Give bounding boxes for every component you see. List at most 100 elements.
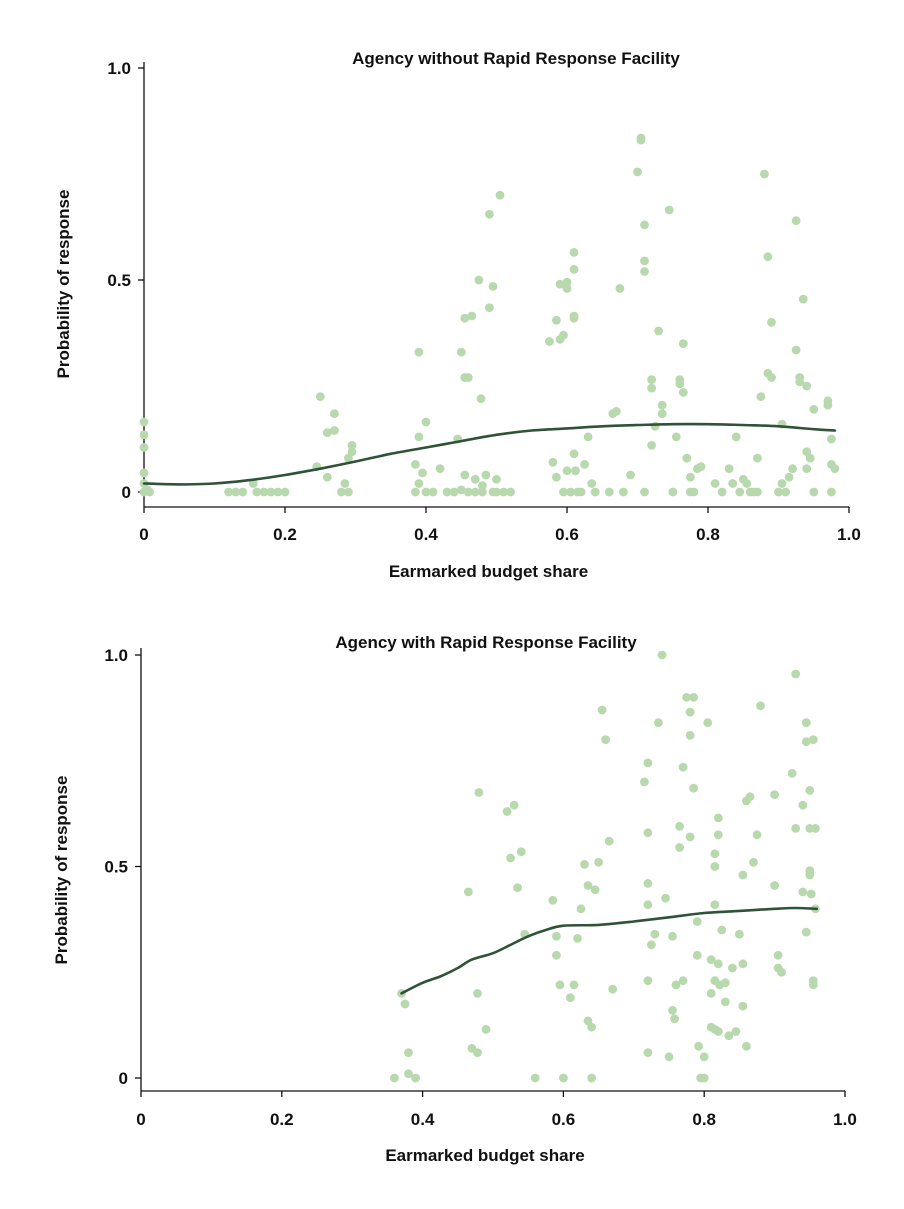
chart-panel-1: Agency without Rapid Response Facility 0 0… [54, 49, 861, 581]
data-point [670, 1014, 679, 1024]
data-point [442, 487, 452, 497]
data-point [731, 432, 741, 442]
data-point [587, 479, 597, 488]
data-point [559, 330, 568, 340]
data-point [476, 394, 486, 404]
data-point [798, 887, 808, 897]
data-point [713, 830, 723, 840]
data-point [590, 487, 600, 497]
data-point [640, 267, 649, 276]
data-point [456, 347, 466, 357]
data-point [654, 326, 663, 336]
scatter-points [139, 133, 840, 497]
x-tick-label: 0.8 [692, 1110, 716, 1129]
data-point [573, 934, 582, 943]
data-point [473, 989, 482, 998]
data-point [692, 950, 702, 960]
data-point [777, 479, 787, 488]
data-point [552, 472, 561, 482]
data-point [587, 1022, 596, 1032]
data-point [571, 466, 580, 476]
data-point [753, 487, 762, 497]
data-point [485, 209, 494, 219]
data-point [745, 792, 755, 802]
data-point [569, 980, 579, 990]
data-point [562, 277, 572, 287]
data-point [802, 381, 812, 391]
x-tick-label: 0.8 [696, 525, 720, 544]
y-tick-label: 0.5 [107, 271, 131, 290]
data-point [601, 735, 610, 744]
data-point [703, 718, 713, 728]
data-point [640, 487, 649, 497]
data-point [657, 400, 667, 410]
data-point [806, 889, 816, 899]
data-point [322, 428, 332, 437]
data-point [485, 303, 494, 312]
data-point [576, 904, 586, 914]
data-point [781, 487, 790, 497]
data-point [608, 984, 618, 994]
data-point [502, 807, 512, 816]
data-point [657, 650, 667, 660]
data-point [492, 487, 501, 497]
data-point [805, 453, 815, 463]
data-point [530, 1073, 540, 1083]
data-point [706, 955, 716, 964]
x-tick-label: 1.0 [837, 525, 861, 544]
data-point [464, 887, 473, 897]
data-point [717, 487, 727, 497]
data-point [488, 282, 498, 291]
y-tick-label: 0 [119, 1069, 128, 1088]
data-point [548, 457, 558, 467]
data-point [597, 705, 607, 715]
data-point [791, 669, 801, 679]
data-point [689, 783, 698, 793]
data-point [675, 843, 684, 852]
data-point [738, 959, 748, 969]
y-tick-label: 1.0 [104, 646, 128, 665]
data-point [699, 1052, 709, 1062]
data-point [664, 205, 674, 215]
data-point [139, 487, 149, 497]
data-point [774, 487, 783, 497]
data-point [647, 940, 656, 950]
data-point [562, 284, 572, 293]
data-point [555, 279, 565, 289]
data-point [566, 487, 575, 497]
data-point [238, 487, 248, 497]
data-point [411, 460, 420, 469]
data-point [640, 777, 649, 787]
data-point [654, 718, 663, 728]
data-point [671, 432, 681, 442]
data-point [467, 311, 477, 321]
data-point [763, 252, 773, 262]
data-point [671, 980, 681, 990]
data-point [463, 373, 473, 382]
data-point [643, 758, 653, 768]
scatter-points [390, 650, 820, 1083]
data-point [787, 769, 797, 778]
data-point [280, 487, 290, 497]
data-point [694, 1041, 703, 1051]
data-point [330, 426, 339, 435]
data-point [640, 220, 649, 230]
data-point [495, 190, 505, 200]
data-point [791, 345, 801, 355]
data-point [139, 443, 149, 452]
data-point [516, 847, 526, 857]
data-point [678, 762, 688, 772]
data-point [340, 479, 350, 488]
data-point [259, 487, 269, 497]
data-point [344, 453, 353, 463]
data-point [499, 487, 508, 497]
data-point [801, 737, 811, 747]
data-point [720, 978, 730, 988]
data-point [808, 735, 818, 744]
data-point [470, 487, 480, 497]
data-point [685, 731, 695, 740]
data-point [400, 999, 410, 1009]
data-point [710, 849, 720, 859]
data-point [559, 487, 568, 497]
